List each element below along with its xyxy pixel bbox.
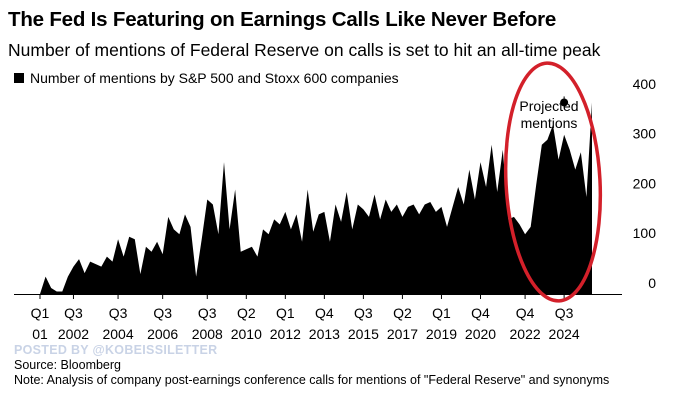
x-tick-label-bottom: 2004 [102,326,133,342]
x-tick-label-top: Q1 [31,305,50,321]
annotation-label-line1: Projected [519,98,578,114]
x-tick-label-bottom: 2022 [510,326,541,342]
x-axis: Q1 01 Q3 2002 Q3 2004 Q3 2006 Q3 2008 Q2 2010 Q1 2012… [14,294,622,342]
x-tick-label-top: Q4 [471,305,490,321]
x-tick-label-top: Q3 [64,305,83,321]
footnote: Note: Analysis of company post-earnings … [14,373,610,387]
projected-point [560,98,569,107]
series-area [14,102,592,294]
watermark: POSTED BY @KOBEISSILETTER [14,343,218,357]
x-tick-label-bottom: 2017 [387,326,418,342]
x-tick-label-bottom: 2008 [192,326,223,342]
x-tick-label-bottom: 2024 [549,326,580,342]
x-tick-label-top: Q1 [432,305,451,321]
area-layer [14,102,592,294]
x-tick-label-bottom: 2006 [147,326,178,342]
y-axis: 0 100 200 300 400 [633,76,657,291]
x-tick-label-top: Q3 [153,305,172,321]
x-tick-label-top: Q3 [109,305,128,321]
x-tick-label-bottom: 2020 [465,326,496,342]
x-tick-label-top: Q3 [555,305,574,321]
y-tick-label: 300 [633,126,657,142]
x-tick-label-top: Q3 [198,305,217,321]
x-tick-label-top: Q2 [237,305,256,321]
x-tick-label-top: Q3 [354,305,373,321]
y-tick-label: 200 [633,175,657,191]
x-tick-label-top: Q1 [276,305,295,321]
x-tick-label-top: Q4 [516,305,535,321]
y-tick-label: 0 [648,275,656,291]
legend-swatch [14,73,24,83]
source-note: Source: Bloomberg [14,358,122,372]
x-tick-label-bottom: 2015 [348,326,379,342]
legend: Number of mentions by S&P 500 and Stoxx … [14,70,399,86]
y-tick-label: 400 [633,76,657,92]
area-chart: Q1 01 Q3 2002 Q3 2004 Q3 2006 Q3 2008 Q2 2010 Q1 2012… [14,61,657,342]
highlight-circle [503,61,603,303]
legend-label: Number of mentions by S&P 500 and Stoxx … [30,70,399,86]
x-tick-label-top: Q2 [393,305,412,321]
x-tick-label-bottom: 2010 [231,326,262,342]
x-tick-label-bottom: 2002 [58,326,89,342]
chart-subtitle: Number of mentions of Federal Reserve on… [8,40,601,60]
x-tick-label-bottom: 01 [32,326,48,342]
x-tick-label-bottom: 2013 [309,326,340,342]
x-tick-label-bottom: 2019 [426,326,457,342]
annotation-label-line2: mentions [521,115,578,131]
x-tick-label-top: Q4 [315,305,334,321]
chart-title: The Fed Is Featuring on Earnings Calls L… [8,8,557,31]
y-tick-label: 100 [633,225,657,241]
x-tick-label-bottom: 2012 [270,326,301,342]
